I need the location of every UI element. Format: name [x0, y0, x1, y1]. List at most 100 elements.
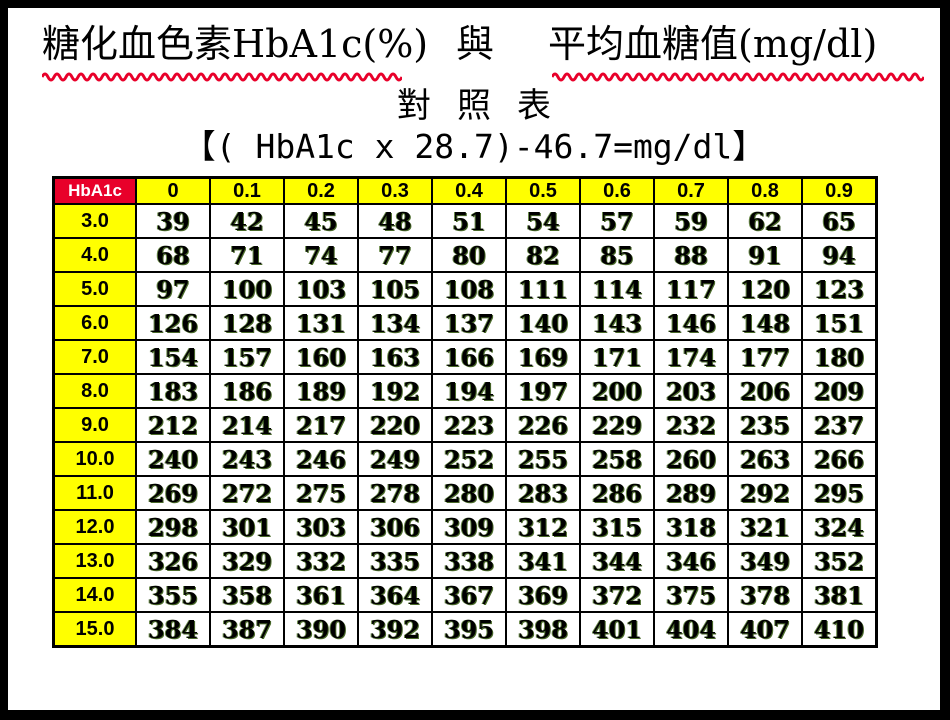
column-header: 0.7 — [653, 176, 729, 205]
glucose-value-cell: 146 — [653, 305, 729, 341]
glucose-value-cell: 395 — [431, 611, 507, 648]
slide: 糖化血色素HbA1c(%) 與 平均血糖值(mg/dl) 對照表 【( HbA1… — [8, 8, 940, 710]
title-conjunction: 與 — [456, 22, 495, 66]
title-row: 糖化血色素HbA1c(%) 與 平均血糖值(mg/dl) — [8, 22, 940, 82]
glucose-value-cell: 229 — [579, 407, 655, 443]
glucose-value-cell: 209 — [801, 373, 878, 409]
glucose-value-cell: 54 — [505, 203, 581, 239]
glucose-value-cell: 318 — [653, 509, 729, 545]
glucose-value-cell: 301 — [209, 509, 285, 545]
glucose-value-cell: 62 — [727, 203, 803, 239]
glucose-value-cell: 352 — [801, 543, 878, 579]
glucose-value-cell: 123 — [801, 271, 878, 307]
glucose-value-cell: 375 — [653, 577, 729, 613]
glucose-value-cell: 45 — [283, 203, 359, 239]
glucose-value-cell: 42 — [209, 203, 285, 239]
row-label: 10.0 — [52, 441, 137, 477]
glucose-value-cell: 186 — [209, 373, 285, 409]
column-header: 0.3 — [357, 176, 433, 205]
squiggle-path-right — [552, 72, 924, 82]
glucose-value-cell: 332 — [283, 543, 359, 579]
glucose-value-cell: 114 — [579, 271, 655, 307]
conversion-table-wrap: HbA1c 0 0.1 0.2 0.3 0.4 0.5 0.6 0.7 0.8 0.9 3.0 39… — [52, 176, 878, 648]
column-header: 0 — [135, 176, 211, 205]
glucose-value-cell: 57 — [579, 203, 655, 239]
glucose-value-cell: 48 — [357, 203, 433, 239]
glucose-value-cell: 266 — [801, 441, 878, 477]
squiggle-path-left — [42, 72, 402, 82]
column-header: 0.1 — [209, 176, 285, 205]
glucose-value-cell: 82 — [505, 237, 581, 273]
glucose-value-cell: 71 — [209, 237, 285, 273]
glucose-value-cell: 358 — [209, 577, 285, 613]
glucose-value-cell: 315 — [579, 509, 655, 545]
glucose-value-cell: 249 — [357, 441, 433, 477]
table-row: 4.0 68 71 74 77 80 82 85 88 91 94 — [52, 237, 878, 273]
glucose-value-cell: 143 — [579, 305, 655, 341]
glucose-value-cell: 214 — [209, 407, 285, 443]
glucose-value-cell: 154 — [135, 339, 211, 375]
glucose-value-cell: 74 — [283, 237, 359, 273]
glucose-value-cell: 275 — [283, 475, 359, 511]
glucose-value-cell: 324 — [801, 509, 878, 545]
glucose-value-cell: 100 — [209, 271, 285, 307]
glucose-value-cell: 390 — [283, 611, 359, 648]
glucose-value-cell: 355 — [135, 577, 211, 613]
glucose-value-cell: 364 — [357, 577, 433, 613]
glucose-value-cell: 137 — [431, 305, 507, 341]
table-row: 15.0 384 387 390 392 395 398 401 404 407 410 — [52, 611, 878, 648]
glucose-value-cell: 410 — [801, 611, 878, 648]
glucose-value-cell: 177 — [727, 339, 803, 375]
table-row: 7.0 154 157 160 163 166 169 171 174 177 180 — [52, 339, 878, 375]
table-row: 3.0 39 42 45 48 51 54 57 59 62 65 — [52, 203, 878, 239]
column-header: 0.8 — [727, 176, 803, 205]
glucose-value-cell: 223 — [431, 407, 507, 443]
glucose-value-cell: 263 — [727, 441, 803, 477]
title-blood-glucose: 平均血糖值(mg/dl) — [548, 22, 878, 66]
glucose-value-cell: 235 — [727, 407, 803, 443]
glucose-value-cell: 255 — [505, 441, 581, 477]
glucose-value-cell: 232 — [653, 407, 729, 443]
row-label: 7.0 — [52, 339, 137, 375]
conversion-formula: 【( HbA1c x 28.7)-46.7=mg/dl】 — [182, 127, 766, 166]
squiggle-underline-left — [42, 72, 402, 82]
row-label: 3.0 — [52, 203, 137, 239]
glucose-value-cell: 306 — [357, 509, 433, 545]
squiggle-underline-right — [552, 72, 924, 82]
row-label: 6.0 — [52, 305, 137, 341]
row-label: 12.0 — [52, 509, 137, 545]
glucose-value-cell: 140 — [505, 305, 581, 341]
glucose-value-cell: 206 — [727, 373, 803, 409]
column-header: 0.5 — [505, 176, 581, 205]
row-label: 13.0 — [52, 543, 137, 579]
table-row: 14.0 355 358 361 364 367 369 372 375 378 381 — [52, 577, 878, 613]
glucose-value-cell: 183 — [135, 373, 211, 409]
glucose-value-cell: 117 — [653, 271, 729, 307]
glucose-value-cell: 326 — [135, 543, 211, 579]
glucose-value-cell: 295 — [801, 475, 878, 511]
glucose-value-cell: 384 — [135, 611, 211, 648]
glucose-value-cell: 180 — [801, 339, 878, 375]
glucose-value-cell: 39 — [135, 203, 211, 239]
glucose-value-cell: 321 — [727, 509, 803, 545]
glucose-value-cell: 329 — [209, 543, 285, 579]
glucose-value-cell: 68 — [135, 237, 211, 273]
glucose-value-cell: 80 — [431, 237, 507, 273]
glucose-value-cell: 128 — [209, 305, 285, 341]
column-header: 0.4 — [431, 176, 507, 205]
glucose-value-cell: 91 — [727, 237, 803, 273]
glucose-value-cell: 166 — [431, 339, 507, 375]
glucose-value-cell: 369 — [505, 577, 581, 613]
row-label: 5.0 — [52, 271, 137, 307]
glucose-value-cell: 312 — [505, 509, 581, 545]
table-row: 12.0 298 301 303 306 309 312 315 318 321 324 — [52, 509, 878, 545]
glucose-value-cell: 258 — [579, 441, 655, 477]
glucose-value-cell: 341 — [505, 543, 581, 579]
glucose-value-cell: 361 — [283, 577, 359, 613]
glucose-value-cell: 217 — [283, 407, 359, 443]
glucose-value-cell: 160 — [283, 339, 359, 375]
glucose-value-cell: 283 — [505, 475, 581, 511]
glucose-value-cell: 108 — [431, 271, 507, 307]
glucose-value-cell: 286 — [579, 475, 655, 511]
glucose-value-cell: 148 — [727, 305, 803, 341]
